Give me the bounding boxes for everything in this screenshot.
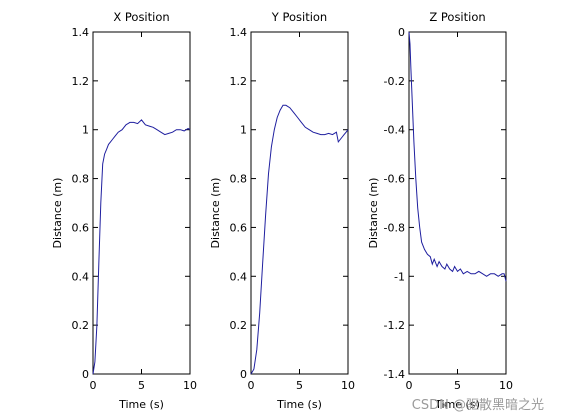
series-line <box>408 31 507 282</box>
subplot-2: Y Position 0 5 10 0 0.2 0.4 0.6 0.8 1 1.2 1.4 Time (… <box>209 10 355 411</box>
chart-title: Y Position <box>271 10 327 24</box>
chart-title: X Position <box>113 10 169 24</box>
y-tick-label: 0.8 <box>230 173 248 186</box>
y-tick-label: -1.2 <box>384 319 405 332</box>
y-tick-label: 0 <box>398 26 405 39</box>
y-tick-label: 1.2 <box>230 75 248 88</box>
y-tick-label: 0.8 <box>72 173 90 186</box>
y-tick-label: 0 <box>82 368 89 381</box>
x-tick-label: 10 <box>341 379 355 392</box>
x-tick-label: 5 <box>296 379 303 392</box>
y-tick-label: 0 <box>240 368 247 381</box>
x-tick-label: 10 <box>499 379 513 392</box>
y-tick-label: -0.8 <box>384 221 405 234</box>
x-tick-label: 0 <box>90 379 97 392</box>
y-tick-label: 1.4 <box>72 26 90 39</box>
y-tick-label: -0.4 <box>384 124 405 137</box>
subplot-3: Z Position 0 5 10 -1.4 -1.2 -1 -0.8 -0.6 -0.4 -0.2… <box>367 10 513 411</box>
y-tick-label: -0.2 <box>384 75 405 88</box>
axes-box <box>408 31 507 375</box>
y-tick-label: 0.2 <box>72 319 90 332</box>
y-tick-label: 0.6 <box>230 221 248 234</box>
y-tick-label: 1.2 <box>72 75 90 88</box>
y-tick-label: 1.4 <box>230 26 248 39</box>
y-tick-label: 0.2 <box>230 319 248 332</box>
y-axis-label: Distance (m) <box>209 178 222 249</box>
x-tick-label: 5 <box>138 379 145 392</box>
y-tick-label: 0.4 <box>230 270 248 283</box>
axes-box <box>250 31 349 375</box>
y-tick-label: -0.6 <box>384 173 405 186</box>
x-axis-label: Time (s) <box>434 398 480 411</box>
y-tick-label: -1.4 <box>384 368 405 381</box>
subplot-1: X Position 0 5 10 0 0.2 0.4 0.6 0.8 1 1.2 1.4 Time (… <box>51 10 197 411</box>
y-axis-label: Distance (m) <box>51 178 64 249</box>
x-tick-label: 0 <box>248 379 255 392</box>
x-tick-label: 5 <box>454 379 461 392</box>
y-tick-label: 1 <box>82 124 89 137</box>
x-tick-label: 10 <box>183 379 197 392</box>
axes-box <box>92 31 191 375</box>
x-axis-label: Time (s) <box>276 398 322 411</box>
y-tick-label: 0.4 <box>72 270 90 283</box>
chart-title: Z Position <box>429 10 485 24</box>
x-axis-label: Time (s) <box>118 398 164 411</box>
series-line <box>92 119 191 375</box>
y-tick-label: 0.6 <box>72 221 90 234</box>
watermark: CSDN @驱散黑暗之光 <box>412 398 544 413</box>
series-line <box>250 104 349 375</box>
y-tick-label: 1 <box>240 124 247 137</box>
y-tick-label: -1 <box>394 270 405 283</box>
x-tick-label: 0 <box>406 379 413 392</box>
y-axis-label: Distance (m) <box>367 178 380 249</box>
